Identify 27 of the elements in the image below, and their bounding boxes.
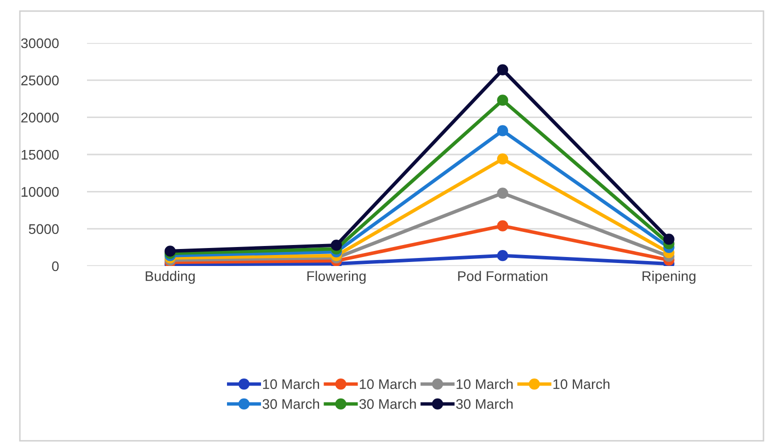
- point: [497, 188, 508, 199]
- x-tick-label: Pod Formation: [458, 270, 548, 282]
- legend-label: 10 March: [360, 378, 416, 390]
- legend-label: 10 March: [263, 378, 320, 390]
- legend-label: 30 March: [456, 398, 513, 409]
- y-tick-label: 5000: [28, 224, 59, 234]
- point: [497, 125, 508, 136]
- y-tick-label: 30000: [21, 38, 59, 48]
- legend-label: 30 March: [262, 398, 320, 409]
- y-tick-label: 0: [52, 261, 59, 272]
- x-tick-label: Budding: [146, 270, 195, 284]
- y-tick-label: 25000: [21, 76, 59, 86]
- legend-label: 10 March: [456, 378, 513, 390]
- point: [663, 234, 674, 245]
- point: [497, 250, 508, 262]
- y-tick-label: 10000: [22, 187, 59, 197]
- point: [497, 94, 508, 106]
- x-tick-label: Ripening: [642, 270, 696, 284]
- point: [497, 220, 508, 232]
- point: [497, 64, 508, 76]
- legend-label: 30 March: [359, 398, 416, 409]
- point: [330, 240, 342, 251]
- y-tick-label: 15000: [22, 150, 59, 160]
- legend-label: 10 March: [553, 378, 610, 390]
- point: [497, 153, 508, 165]
- x-tick-label: Flowering: [307, 270, 366, 284]
- y-tick-label: 20000: [21, 112, 59, 123]
